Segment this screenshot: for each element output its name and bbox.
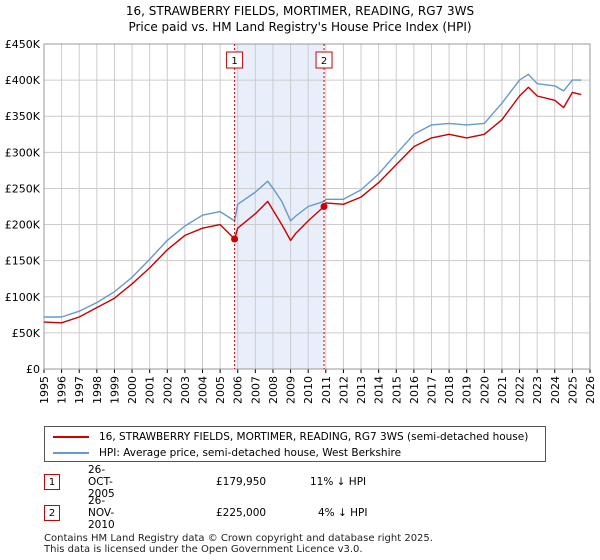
ownership-shade bbox=[234, 44, 325, 369]
x-tick-label: 1995 bbox=[38, 376, 51, 404]
chart-title-line2: Price paid vs. HM Land Registry's House … bbox=[128, 20, 472, 34]
y-tick-label: £50K bbox=[12, 327, 41, 340]
x-tick-label: 2017 bbox=[425, 376, 438, 404]
sale-point bbox=[320, 203, 328, 210]
x-tick-label: 2014 bbox=[373, 376, 386, 404]
sale-hpi-delta: 11% ↓ HPI bbox=[310, 476, 367, 488]
x-tick-label: 2016 bbox=[408, 376, 421, 404]
x-tick-label: 2021 bbox=[496, 376, 509, 404]
x-tick-label: 2024 bbox=[549, 376, 562, 404]
x-tick-label: 1996 bbox=[56, 376, 69, 404]
y-tick-label: £250K bbox=[5, 182, 41, 195]
x-tick-label: 2022 bbox=[514, 376, 527, 404]
x-tick-label: 2020 bbox=[478, 376, 491, 404]
x-tick-label: 2000 bbox=[126, 376, 139, 404]
sale-date: 26-NOV-2010 bbox=[88, 495, 115, 531]
sale-price: £179,950 bbox=[216, 476, 267, 488]
y-tick-label: £400K bbox=[5, 74, 41, 87]
series-line-property bbox=[43, 86, 582, 324]
y-tick-label: £100K bbox=[5, 291, 41, 304]
y-tick-label: £200K bbox=[5, 219, 41, 232]
y-tick-label: £0 bbox=[26, 363, 40, 376]
x-tick-label: 2023 bbox=[531, 376, 544, 404]
x-tick-label: 2003 bbox=[179, 376, 192, 404]
y-tick-label: £150K bbox=[5, 255, 41, 268]
x-tick-label: 2013 bbox=[355, 376, 368, 404]
x-tick-label: 2009 bbox=[285, 376, 298, 404]
sale-price: £225,000 bbox=[216, 507, 267, 519]
legend: 16, STRAWBERRY FIELDS, MORTIMER, READING… bbox=[44, 426, 546, 462]
sale-marker-label: 1 bbox=[231, 56, 237, 67]
legend-swatch-property bbox=[53, 436, 89, 438]
sale-marker-box bbox=[226, 51, 244, 69]
legend-swatch-hpi bbox=[53, 452, 89, 454]
x-tick-label: 1997 bbox=[73, 376, 86, 404]
sale-number-box: 2 bbox=[44, 505, 60, 521]
x-tick-label: 2007 bbox=[249, 376, 262, 404]
footer-licence: This data is licensed under the Open Gov… bbox=[44, 544, 363, 555]
sale-point bbox=[231, 235, 239, 243]
price-chart: £0 £50K £100K £150K £200K £250K £300K £350K £400… bbox=[5, 38, 597, 404]
sale-row-1: 1 26-OCT-2005 £179,950 11% ↓ HPI bbox=[44, 464, 366, 500]
legend-label-hpi: HPI: Average price, semi-detached house,… bbox=[99, 447, 402, 459]
y-tick-label: £350K bbox=[5, 110, 41, 123]
y-tick-label: £450K bbox=[5, 38, 41, 51]
x-tick-label: 2010 bbox=[302, 376, 315, 404]
legend-item-hpi: HPI: Average price, semi-detached house,… bbox=[53, 445, 401, 461]
x-tick-label: 2006 bbox=[232, 376, 245, 404]
legend-label-property: 16, STRAWBERRY FIELDS, MORTIMER, READING… bbox=[99, 431, 529, 443]
x-tick-label: 1998 bbox=[91, 376, 104, 404]
x-tick-label: 2025 bbox=[566, 376, 579, 404]
sale-row-2: 2 26-NOV-2010 £225,000 4% ↓ HPI bbox=[44, 495, 367, 531]
series-line-hpi bbox=[44, 73, 582, 318]
x-tick-label: 2011 bbox=[320, 376, 333, 404]
x-tick-label: 2012 bbox=[337, 376, 350, 404]
x-tick-label: 2026 bbox=[584, 376, 597, 404]
chart-title-line1: 16, STRAWBERRY FIELDS, MORTIMER, READING… bbox=[125, 4, 475, 18]
x-tick-label: 2019 bbox=[461, 376, 474, 404]
x-tick-label: 2001 bbox=[144, 376, 157, 404]
x-tick-label: 2008 bbox=[267, 376, 280, 404]
sale-date: 26-OCT-2005 bbox=[88, 464, 115, 500]
x-tick-label: 2018 bbox=[443, 376, 456, 404]
sale-number-box: 1 bbox=[44, 474, 60, 490]
sale-hpi-delta: 4% ↓ HPI bbox=[318, 507, 368, 519]
x-tick-label: 2005 bbox=[214, 376, 227, 404]
x-tick-label: 1999 bbox=[108, 376, 121, 404]
footer-copyright: Contains HM Land Registry data © Crown c… bbox=[44, 533, 433, 544]
y-tick-label: £300K bbox=[5, 146, 41, 159]
sale-marker-label: 2 bbox=[321, 56, 327, 67]
x-tick-label: 2004 bbox=[197, 376, 210, 404]
sale-marker-box bbox=[315, 51, 333, 69]
plot-frame bbox=[43, 43, 591, 370]
x-tick-label: 2015 bbox=[390, 376, 403, 404]
legend-item-property: 16, STRAWBERRY FIELDS, MORTIMER, READING… bbox=[53, 429, 528, 445]
x-tick-label: 2002 bbox=[161, 376, 174, 404]
